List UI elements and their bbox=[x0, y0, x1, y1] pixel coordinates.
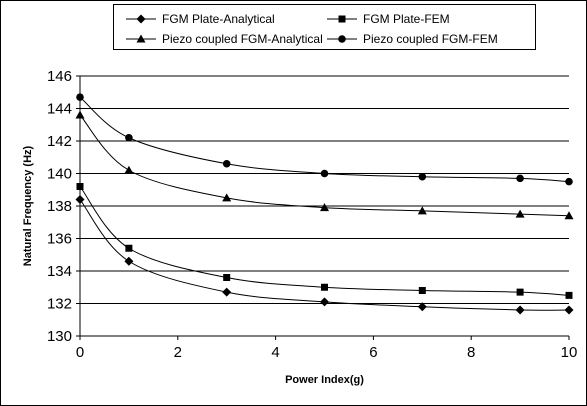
legend-marker bbox=[338, 35, 346, 43]
data-point bbox=[222, 193, 232, 202]
y-tick-label: 138 bbox=[47, 198, 72, 215]
series-layer bbox=[75, 93, 574, 315]
data-point bbox=[516, 174, 524, 183]
data-point bbox=[418, 172, 427, 181]
data-point bbox=[125, 133, 133, 142]
data-point bbox=[565, 177, 573, 186]
legend-label: Piezo coupled FGM-FEM bbox=[363, 32, 498, 46]
data-point bbox=[321, 283, 328, 291]
legend: FGM Plate-Analytical FGM Plate-FEM Piezo c… bbox=[113, 4, 536, 50]
legend-box bbox=[113, 4, 536, 50]
legend-item: FGM Plate-Analytical bbox=[126, 12, 275, 26]
x-tick-label: 6 bbox=[369, 344, 377, 361]
data-point bbox=[124, 165, 134, 174]
legend-label: FGM Plate-FEM bbox=[363, 12, 450, 26]
legend-label: FGM Plate-Analytical bbox=[162, 12, 275, 26]
series-2 bbox=[76, 183, 573, 299]
data-point bbox=[565, 291, 573, 299]
y-tick-label: 146 bbox=[47, 68, 72, 85]
legend-item: Piezo coupled FGM-Analytical bbox=[126, 32, 323, 46]
series-4 bbox=[76, 93, 573, 186]
series-1 bbox=[75, 195, 574, 315]
y-tick-label: 136 bbox=[47, 231, 72, 248]
x-tick-label: 0 bbox=[76, 344, 84, 361]
data-point bbox=[76, 93, 84, 101]
series-line bbox=[79, 199, 570, 311]
data-point bbox=[417, 206, 427, 215]
y-tick-label: 142 bbox=[47, 133, 72, 150]
x-tick-label: 2 bbox=[174, 344, 182, 361]
data-point bbox=[125, 244, 133, 252]
legend-label: Piezo coupled FGM-Analytical bbox=[162, 32, 323, 46]
legend-marker bbox=[136, 34, 146, 43]
x-tick-label: 8 bbox=[467, 344, 475, 361]
y-tick-label: 134 bbox=[47, 263, 72, 280]
legend-item: Piezo coupled FGM-FEM bbox=[327, 32, 498, 46]
gridlines bbox=[80, 75, 569, 304]
data-point bbox=[223, 274, 231, 281]
data-point bbox=[75, 195, 85, 204]
data-point bbox=[76, 183, 84, 190]
y-tick-label: 130 bbox=[47, 328, 72, 345]
legend-marker bbox=[136, 14, 146, 24]
data-point bbox=[320, 297, 329, 307]
x-tick-label: 4 bbox=[271, 344, 279, 361]
data-point bbox=[564, 305, 574, 315]
legend-marker bbox=[338, 15, 346, 23]
data-point bbox=[320, 203, 329, 212]
y-axis-label: Natural Frequency (Hz) bbox=[22, 145, 34, 266]
data-point bbox=[124, 256, 134, 266]
data-point bbox=[222, 287, 232, 297]
series-line bbox=[79, 186, 570, 296]
data-point bbox=[222, 159, 231, 168]
y-tick-label: 144 bbox=[47, 101, 72, 118]
data-point bbox=[564, 211, 574, 220]
data-point bbox=[320, 169, 329, 178]
x-axis-label: Power Index(g) bbox=[285, 374, 364, 386]
data-point bbox=[515, 305, 525, 315]
data-point bbox=[418, 287, 426, 294]
data-point bbox=[417, 302, 427, 312]
data-point bbox=[515, 209, 525, 218]
legend-item: FGM Plate-FEM bbox=[327, 12, 450, 26]
series-line bbox=[79, 114, 570, 217]
data-point bbox=[75, 110, 85, 119]
tick-labels: 130 132 134 136 138 140 142 144 146 0 2 4 6 8 10 bbox=[47, 68, 577, 361]
series-3 bbox=[75, 110, 574, 220]
x-tick-label: 10 bbox=[561, 344, 578, 361]
y-tick-label: 140 bbox=[47, 166, 72, 183]
y-tick-label: 132 bbox=[47, 296, 72, 313]
series-line bbox=[79, 96, 570, 183]
data-point bbox=[516, 288, 524, 296]
